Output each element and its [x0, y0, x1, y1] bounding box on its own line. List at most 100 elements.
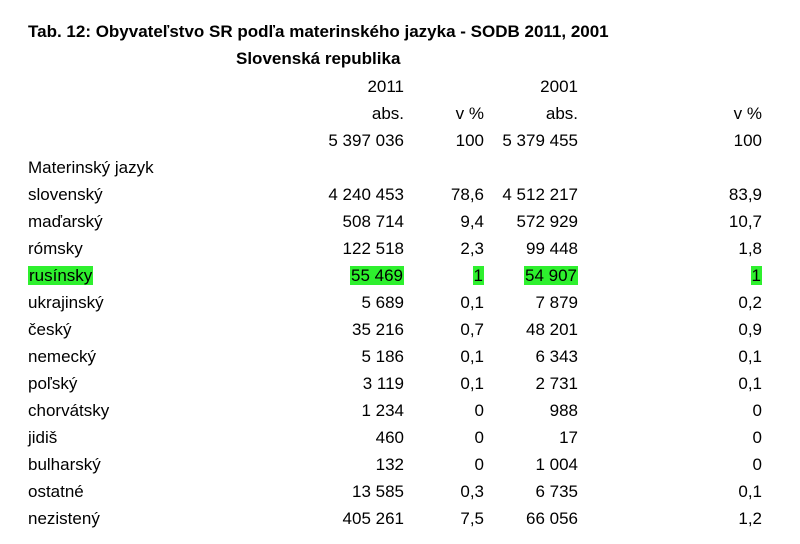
pct-2011-value: 0,1: [404, 343, 484, 370]
language-label: ostatné: [28, 478, 268, 505]
header-abs-2011: abs.: [371, 104, 404, 123]
abs-2011-value-text: 35 216: [352, 320, 404, 339]
abs-2011-value: 55 469: [270, 262, 404, 289]
pct-2011-value: 2,3: [404, 235, 484, 262]
pct-2011-value-text: 0,1: [460, 347, 484, 366]
table-subtitle: Slovenská republika: [236, 49, 401, 68]
abs-2011-value: 405 261: [270, 505, 404, 532]
pct-2001-value-text: 1: [750, 266, 762, 285]
abs-2001-value-text: 4 512 217: [502, 185, 578, 204]
pct-2001-value: 1: [578, 262, 762, 289]
abs-2011-value-text: 460: [375, 428, 404, 447]
language-label: poľský: [28, 370, 268, 397]
pct-2011-value-text: 0,1: [460, 374, 484, 393]
pct-2001-value-text: 83,9: [728, 185, 762, 204]
abs-2001-value: 17: [484, 424, 578, 451]
pct-2001-value: 0,9: [578, 316, 762, 343]
pct-2001-value: 0,2: [578, 289, 762, 316]
language-label: ukrajinský: [28, 289, 268, 316]
pct-2011-value: 0: [404, 451, 484, 478]
pct-2011-value: 0,3: [404, 478, 484, 505]
pct-2011-value-text: 0: [474, 428, 484, 447]
pct-2001-value: 0: [578, 451, 762, 478]
header-year-row: 2011 2001: [0, 73, 800, 100]
abs-2011-value: 3 119: [270, 370, 404, 397]
abs-2001-value: 6 735: [484, 478, 578, 505]
pct-2001-value: 0: [578, 424, 762, 451]
pct-2011-value-text: 2,3: [460, 239, 484, 258]
table-row: nezistený 405 261 7,5 66 056 1,2: [0, 505, 800, 532]
header-year-2001: 2001: [540, 77, 578, 96]
language-label-text: český: [28, 320, 72, 339]
abs-2001-value: 48 201: [484, 316, 578, 343]
abs-2011-value: 4 240 453: [270, 181, 404, 208]
pct-2011-value: 1: [404, 262, 484, 289]
language-label-text: rómsky: [28, 239, 83, 258]
pct-2011-value: 78,6: [404, 181, 484, 208]
pct-2001-value-text: 0: [752, 455, 762, 474]
language-label: český: [28, 316, 268, 343]
pct-2011-value-text: 9,4: [460, 212, 484, 231]
pct-2001-value-text: 0: [752, 401, 762, 420]
pct-2011-value: 0,1: [404, 289, 484, 316]
total-abs-2001: 5 379 455: [502, 131, 578, 150]
abs-2001-value: 4 512 217: [484, 181, 578, 208]
pct-2001-value-text: 0,1: [738, 347, 762, 366]
table-row: poľský 3 119 0,1 2 731 0,1: [0, 370, 800, 397]
pct-2011-value-text: 0: [474, 401, 484, 420]
pct-2001-value: 1,2: [578, 505, 762, 532]
pct-2001-value-text: 1,2: [738, 509, 762, 528]
table-row: slovenský 4 240 453 78,6 4 512 217 83,9: [0, 181, 800, 208]
header-year-2011: 2011: [367, 77, 404, 96]
abs-2001-value-text: 988: [549, 401, 578, 420]
language-label-text: nemecký: [28, 347, 97, 366]
abs-2001-value-text: 48 201: [526, 320, 578, 339]
pct-2011-value-text: 0: [474, 455, 484, 474]
language-label-text: nezistený: [28, 509, 100, 528]
pct-2001-value-text: 1,8: [738, 239, 762, 258]
pct-2001-value-text: 0,9: [738, 320, 762, 339]
header-abs-2001: abs.: [545, 104, 578, 123]
abs-2011-value: 13 585: [270, 478, 404, 505]
abs-2001-value: 2 731: [484, 370, 578, 397]
abs-2001-value: 6 343: [484, 343, 578, 370]
header-pct-2001: v %: [733, 104, 762, 123]
table-title: Tab. 12: Obyvateľstvo SR podľa materinsk…: [28, 22, 609, 41]
header-unit-row: abs. v % abs. v %: [0, 100, 800, 127]
abs-2011-value-text: 13 585: [352, 482, 404, 501]
pct-2011-value-text: 0,3: [460, 482, 484, 501]
section-label: Materinský jazyk: [28, 158, 154, 177]
abs-2011-value: 460: [270, 424, 404, 451]
pct-2001-value-text: 0: [752, 428, 762, 447]
language-label: nezistený: [28, 505, 268, 532]
language-label-text: bulharský: [28, 455, 101, 474]
abs-2001-value-text: 1 004: [535, 455, 578, 474]
abs-2001-value-text: 7 879: [535, 293, 578, 312]
pct-2011-value: 0: [404, 424, 484, 451]
abs-2011-value-text: 1 234: [361, 401, 404, 420]
abs-2011-value-text: 508 714: [342, 212, 404, 231]
pct-2001-value: 0: [578, 397, 762, 424]
abs-2011-value-text: 55 469: [350, 266, 404, 285]
pct-2001-value-text: 0,1: [738, 374, 762, 393]
abs-2011-value-text: 4 240 453: [328, 185, 404, 204]
pct-2011-value-text: 78,6: [450, 185, 484, 204]
abs-2001-value-text: 6 343: [535, 347, 578, 366]
language-label: bulharský: [28, 451, 268, 478]
abs-2011-value: 122 518: [270, 235, 404, 262]
language-label-text: chorvátsky: [28, 401, 110, 420]
language-label: maďarský: [28, 208, 268, 235]
abs-2011-value: 1 234: [270, 397, 404, 424]
language-label: chorvátsky: [28, 397, 268, 424]
table-row: ukrajinský 5 689 0,1 7 879 0,2: [0, 289, 800, 316]
pct-2011-value: 9,4: [404, 208, 484, 235]
abs-2001-value: 99 448: [484, 235, 578, 262]
language-label-text: rusínsky: [28, 266, 94, 285]
abs-2001-value-text: 6 735: [535, 482, 578, 501]
pct-2011-value-text: 7,5: [460, 509, 484, 528]
table-row: rómsky 122 518 2,3 99 448 1,8: [0, 235, 800, 262]
total-pct-2011: 100: [455, 131, 484, 150]
abs-2011-value-text: 132: [375, 455, 404, 474]
abs-2011-value: 508 714: [270, 208, 404, 235]
